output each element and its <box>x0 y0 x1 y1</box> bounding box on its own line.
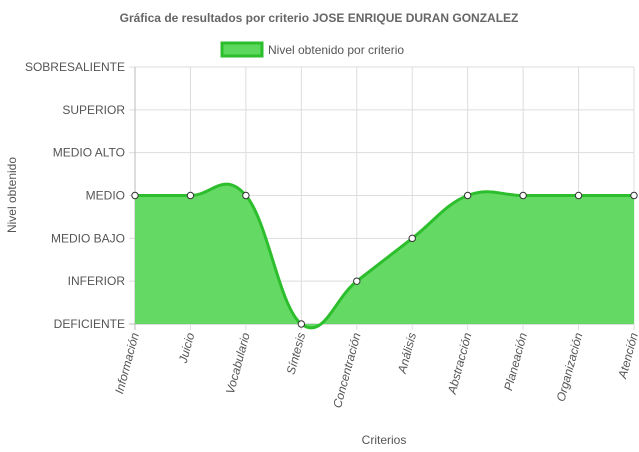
series-area <box>135 184 634 328</box>
chart-title: Gráfica de resultados por criterio JOSE … <box>120 11 519 25</box>
x-tick-label: Vocabulario <box>223 331 253 396</box>
x-axis-title: Criterios <box>362 433 407 447</box>
y-axis-ticks: DEFICIENTE INFERIOR MEDIO BAJO MEDIO MEDIO A… <box>25 60 125 331</box>
y-tick-label: DEFICIENTE <box>54 317 125 331</box>
y-tick-label: SUPERIOR <box>62 103 125 117</box>
x-tick-label: Concentración <box>330 331 364 410</box>
x-tick-label: Atención <box>615 331 639 381</box>
x-tick-label: Organización <box>554 331 586 403</box>
data-points <box>131 191 638 328</box>
data-point[interactable] <box>297 320 306 328</box>
x-tick-label: Abstracción <box>445 331 475 396</box>
y-tick-label: MEDIO BAJO <box>51 231 125 245</box>
x-tick-label: Análisis <box>395 331 419 376</box>
y-tick-label: MEDIO ALTO <box>53 146 125 160</box>
legend-swatch <box>220 41 264 58</box>
data-point[interactable] <box>463 191 472 200</box>
data-point[interactable] <box>186 191 195 200</box>
data-point[interactable] <box>519 191 527 200</box>
data-point[interactable] <box>408 234 416 243</box>
data-point[interactable] <box>131 191 139 200</box>
data-point[interactable] <box>574 191 583 200</box>
y-tick-label: SOBRESALIENTE <box>25 60 125 74</box>
data-point[interactable] <box>242 191 250 200</box>
y-tick-label: INFERIOR <box>68 274 126 288</box>
legend-label: Nivel obtenido por criterio <box>268 43 404 57</box>
x-tick-label: Juicio <box>176 331 198 366</box>
y-tick-label: MEDIO <box>86 189 125 203</box>
legend[interactable]: Nivel obtenido por criterio <box>220 41 404 58</box>
x-tick-label: Planeación <box>501 331 530 392</box>
data-point[interactable] <box>353 277 361 285</box>
x-tick-label: Síntesis <box>284 331 309 376</box>
x-tick-label: Información <box>112 331 142 395</box>
y-axis-title: Nivel obtenido <box>5 157 19 233</box>
x-axis-ticks: Información Juicio Vocabulario Síntesis Conc… <box>112 331 639 410</box>
data-point[interactable] <box>630 191 638 200</box>
